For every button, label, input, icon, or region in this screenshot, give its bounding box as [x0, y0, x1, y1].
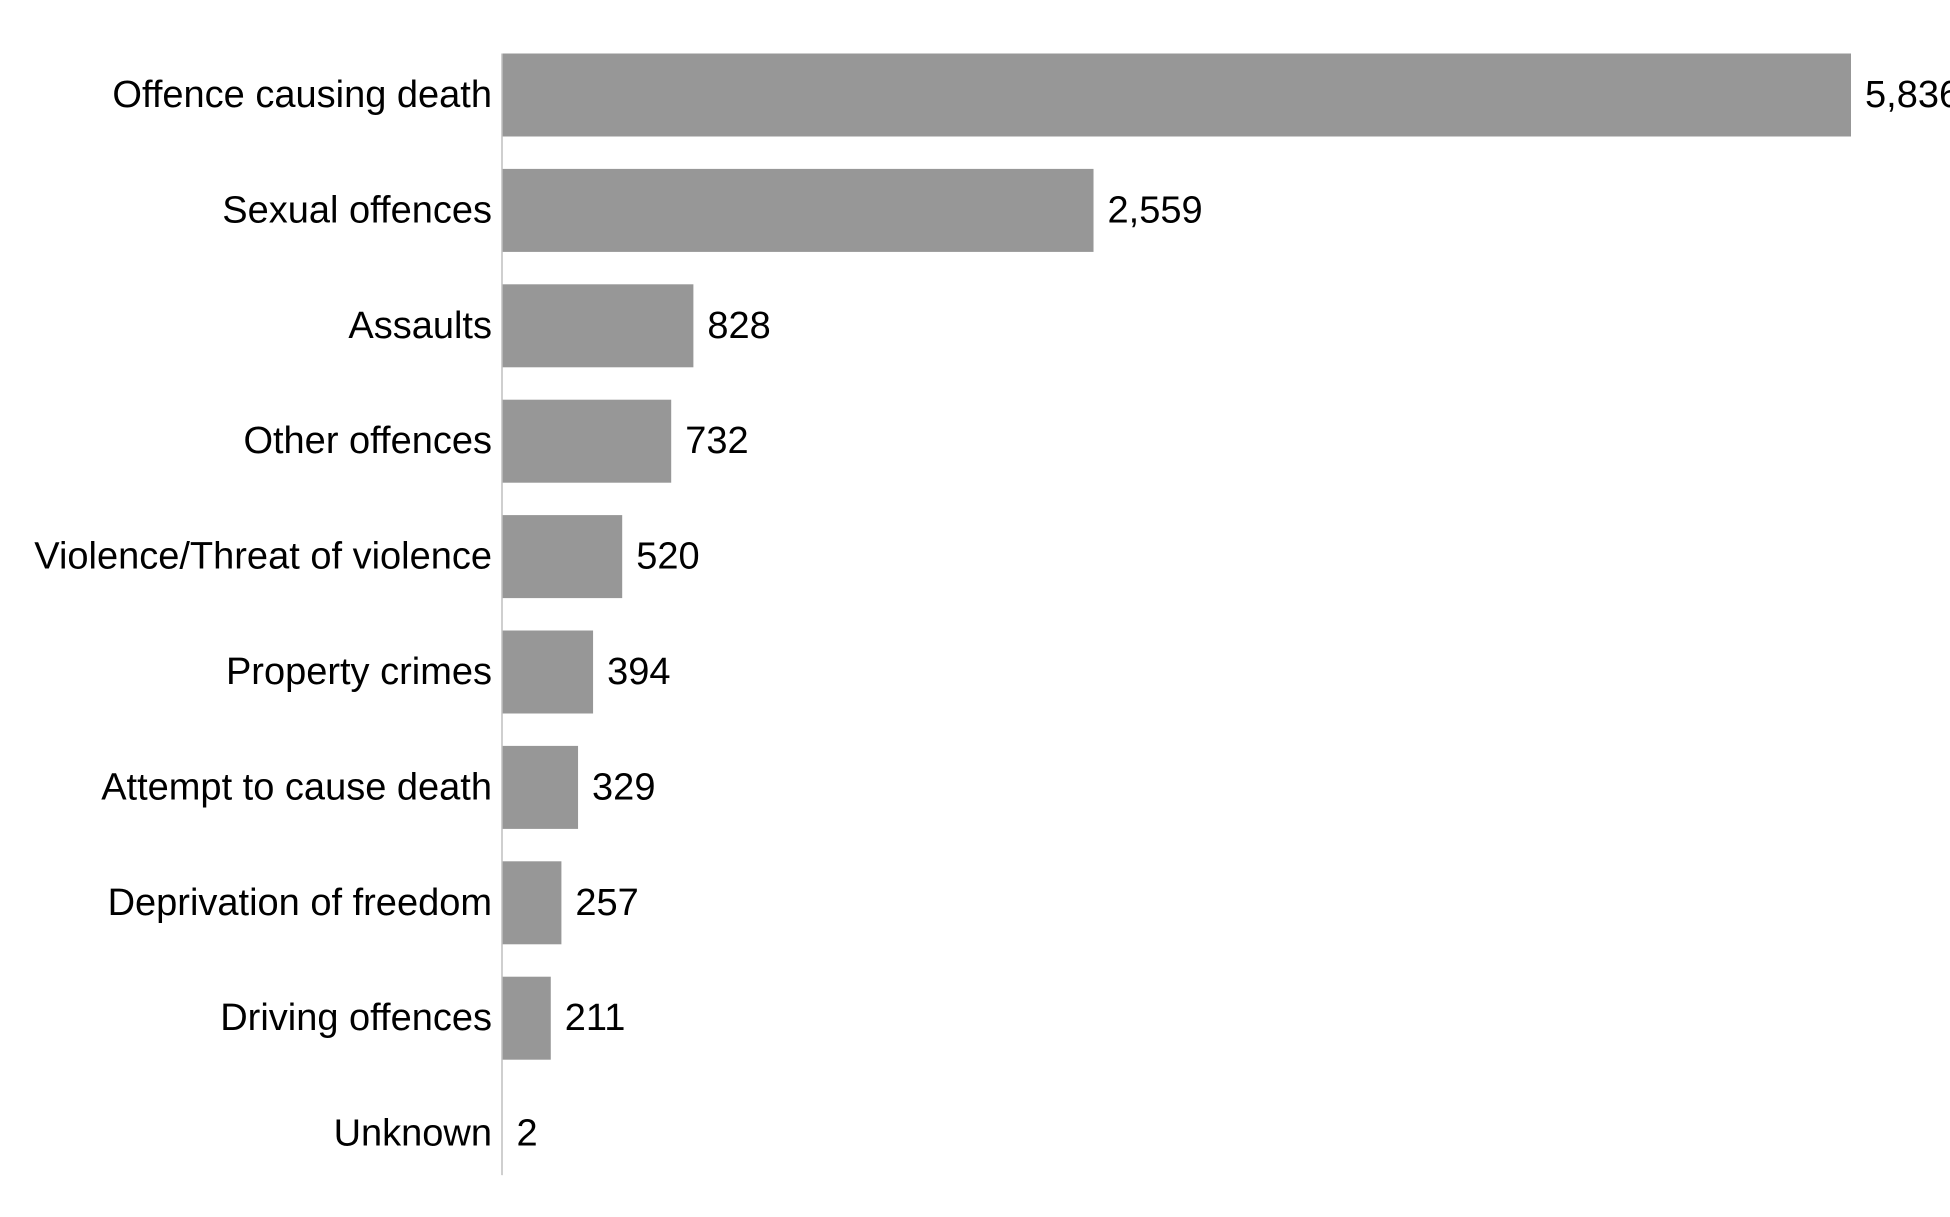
category-label-property-crimes: Property crimes	[226, 651, 492, 693]
category-label-driving-offences: Driving offences	[220, 997, 492, 1039]
value-labels-group: 5,836 2,559 828 732 520 394 329 257 211 2	[516, 74, 1950, 1155]
category-label-sexual-offences: Sexual offences	[222, 189, 492, 231]
data-label-attempt-to-cause-death: 329	[592, 766, 655, 808]
data-label-other-offences: 732	[685, 420, 748, 462]
data-label-violence-threat-of-violence: 520	[636, 536, 699, 578]
category-label-assaults: Assaults	[348, 305, 492, 347]
category-label-deprivation-of-freedom: Deprivation of freedom	[108, 882, 492, 924]
bar-driving-offences	[502, 976, 551, 1060]
data-label-unknown: 2	[516, 1113, 537, 1155]
data-label-property-crimes: 394	[607, 651, 670, 693]
bar-sexual-offences	[502, 168, 1094, 252]
data-label-driving-offences: 211	[565, 997, 626, 1039]
bar-assaults	[502, 284, 694, 368]
category-label-other-offences: Other offences	[243, 420, 492, 462]
bar-other-offences	[502, 399, 672, 483]
data-label-deprivation-of-freedom: 257	[575, 882, 638, 924]
category-label-unknown: Unknown	[334, 1113, 492, 1155]
category-label-offence-causing-death: Offence causing death	[112, 74, 492, 116]
category-label-attempt-to-cause-death: Attempt to cause death	[101, 766, 492, 808]
bar-violence-threat-of-violence	[502, 515, 623, 599]
data-label-offence-causing-death: 5,836	[1865, 74, 1950, 116]
bars-group	[502, 53, 1851, 1176]
category-label-violence-threat-of-violence: Violence/Threat of violence	[34, 536, 492, 578]
bar-property-crimes	[502, 630, 594, 714]
bar-deprivation-of-freedom	[502, 861, 562, 945]
data-label-sexual-offences: 2,559	[1108, 189, 1203, 231]
data-label-assaults: 828	[707, 305, 770, 347]
bar-attempt-to-cause-death	[502, 745, 579, 829]
bar-offence-causing-death	[502, 53, 1851, 137]
category-labels-group: Offence causing death Sexual offences Assa…	[34, 74, 492, 1155]
